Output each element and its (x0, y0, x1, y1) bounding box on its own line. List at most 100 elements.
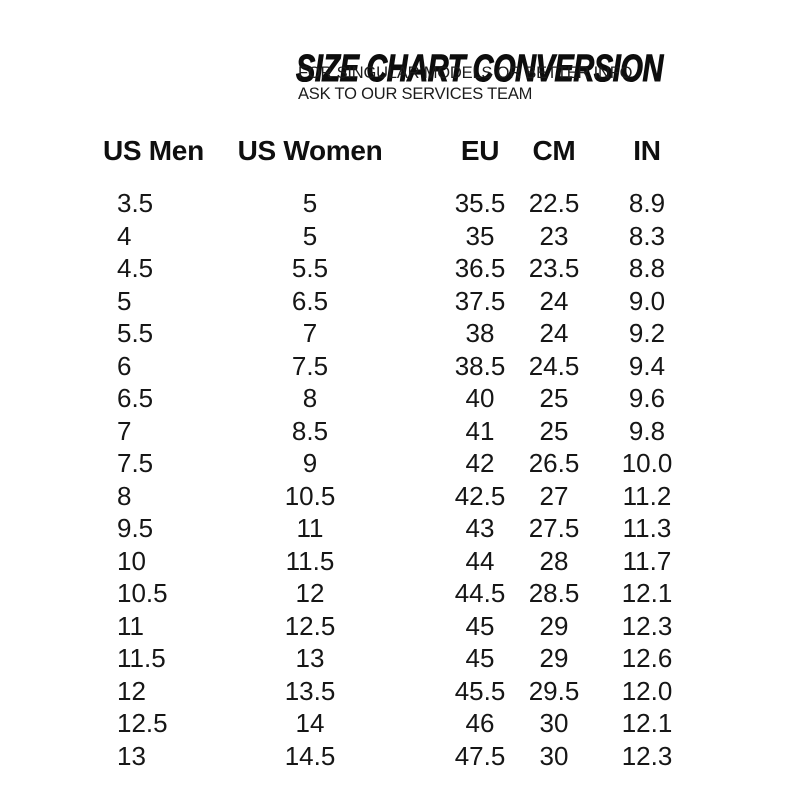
table-cell: 24 (539, 285, 569, 316)
table-cell: 13 (295, 643, 325, 673)
table-cell: 12.5 (284, 610, 336, 641)
table-cell: 27 (539, 480, 569, 511)
table-cell: 10.0 (621, 448, 673, 478)
table-cell: 13.5 (284, 675, 336, 706)
table-cell: 4 (117, 220, 132, 251)
table-cell: 9.4 (628, 350, 666, 381)
table-cell: 24.5 (528, 350, 580, 381)
table-cell: 11.5 (117, 643, 166, 673)
table-cell: 8 (117, 480, 132, 511)
table-cell: 46 (465, 708, 495, 738)
table-cell: 25 (539, 383, 569, 413)
table-cell: 45.5 (454, 675, 506, 706)
table-cell: 12 (295, 578, 325, 608)
table-cell: 27.5 (528, 513, 580, 543)
table-cell: 12.3 (621, 740, 673, 771)
table-cell: 41 (465, 415, 495, 446)
table-cell: 8.3 (628, 220, 666, 251)
table-cell: 5.5 (291, 253, 329, 283)
subtitle-line-2: ASK TO OUR SERVICES TEAM (298, 84, 533, 103)
table-cell: 28.5 (528, 578, 580, 608)
table-cell: 11 (117, 610, 144, 641)
table-cell: 29 (539, 610, 569, 641)
table-cell: 29.5 (528, 675, 580, 706)
table-cell: 8.8 (628, 253, 666, 283)
table-cell: 26.5 (528, 448, 580, 478)
table-cell: 42.5 (454, 480, 506, 511)
table-cell: 12.3 (621, 610, 673, 641)
table-cell: 10 (117, 545, 146, 576)
table-column-us-women: 5 5 5.5 6.5 7 7.5 8 8.5 9 10.5 11 11.5 12 12.5 13 13.5 1… (230, 187, 390, 772)
table-cell: 44.5 (454, 578, 506, 608)
table-cell: 3.5 (117, 188, 154, 218)
table-cell: 11.7 (622, 545, 672, 576)
table-cell: 45 (465, 610, 495, 641)
table-cell: 12.1 (621, 578, 673, 608)
table-cell: 10.5 (284, 480, 336, 511)
column-header-us-women: US Women (237, 135, 383, 166)
table-cell: 11.2 (622, 480, 672, 511)
column-header-in: IN (633, 135, 661, 166)
table-cell: 9.6 (628, 383, 666, 413)
table-cell: 9.0 (628, 285, 666, 316)
table-cell: 8.9 (628, 188, 666, 218)
table-cell: 12.5 (117, 708, 168, 738)
column-header-cm: CM (532, 135, 576, 166)
table-cell: 36.5 (454, 253, 506, 283)
table-cell: 37.5 (454, 285, 506, 316)
table-cell: 5.5 (117, 318, 154, 348)
table-cell: 6.5 (117, 383, 154, 413)
table-cell: 13 (117, 740, 146, 771)
table-cell: 9.8 (628, 415, 666, 446)
table-cell: 40 (465, 383, 495, 413)
table-cell: 5 (302, 220, 318, 251)
table-cell: 12.1 (621, 708, 673, 738)
table-cell: 30 (539, 708, 569, 738)
table-cell: 7 (117, 415, 132, 446)
table-cell: 4.5 (117, 253, 154, 283)
table-cell: 28 (539, 545, 569, 576)
table-cell: 35.5 (454, 188, 506, 218)
table-cell: 30 (539, 740, 569, 771)
table-column-cm: 22.5 23 23.5 24 24 24.5 25 25 26.5 27 27.5 28 28.5 29… (494, 187, 614, 772)
table-cell: 6.5 (291, 285, 329, 316)
table-cell: 25 (539, 415, 569, 446)
table-cell: 7.5 (291, 350, 329, 381)
table-cell: 42 (465, 448, 495, 478)
table-column-us-men: 3.5 4 4.5 5 5.5 6 6.5 7 7.5 8 9.5 10 10.5 11 11.5 12 12.… (117, 187, 227, 772)
table-cell: 9 (302, 448, 318, 478)
table-cell: 23 (539, 220, 569, 251)
column-header-us-men: US Men (103, 135, 204, 166)
table-cell: 10.5 (117, 578, 168, 608)
table-cell: 43 (465, 513, 495, 543)
table-column-in: 8.9 8.3 8.8 9.0 9.2 9.4 9.6 9.8 10.0 11.2 11.3 11.7… (587, 187, 707, 772)
table-cell: 11.3 (622, 513, 672, 543)
table-cell: 12.0 (621, 675, 673, 706)
table-cell: 14.5 (284, 740, 336, 771)
subtitle-line-1: FOR SINGULAR MODELS OR BETTER INFO (298, 64, 633, 82)
table-cell: 8.5 (291, 415, 329, 446)
page-title: SIZE CHART CONVERSION (296, 48, 664, 91)
table-cell: 24 (539, 318, 569, 348)
table-cell: 5 (302, 188, 318, 218)
table-cell: 6 (117, 350, 132, 381)
table-cell: 9.5 (117, 513, 154, 543)
table-cell: 11 (296, 513, 324, 543)
page-subtitle: FOR SINGULAR MODELS OR BETTER INFO ASK T… (298, 63, 632, 104)
table-cell: 8 (302, 383, 318, 413)
table-cell: 22.5 (528, 188, 580, 218)
table-cell: 9.2 (628, 318, 666, 348)
table-cell: 12 (117, 675, 146, 706)
table-cell: 23.5 (528, 253, 580, 283)
table-column-eu: 35.5 35 36.5 37.5 38 38.5 40 41 42 42.5 43 44 44.5 45… (400, 187, 560, 772)
table-cell: 35 (465, 220, 495, 251)
table-cell: 44 (465, 545, 495, 576)
table-cell: 29 (539, 643, 569, 673)
table-cell: 12.6 (621, 643, 673, 673)
table-cell: 14 (295, 708, 325, 738)
table-cell: 11.5 (285, 545, 335, 576)
table-cell: 7 (302, 318, 318, 348)
table-cell: 38 (465, 318, 495, 348)
column-header-eu: EU (460, 135, 500, 166)
